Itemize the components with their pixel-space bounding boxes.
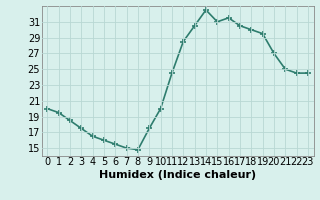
- X-axis label: Humidex (Indice chaleur): Humidex (Indice chaleur): [99, 170, 256, 180]
